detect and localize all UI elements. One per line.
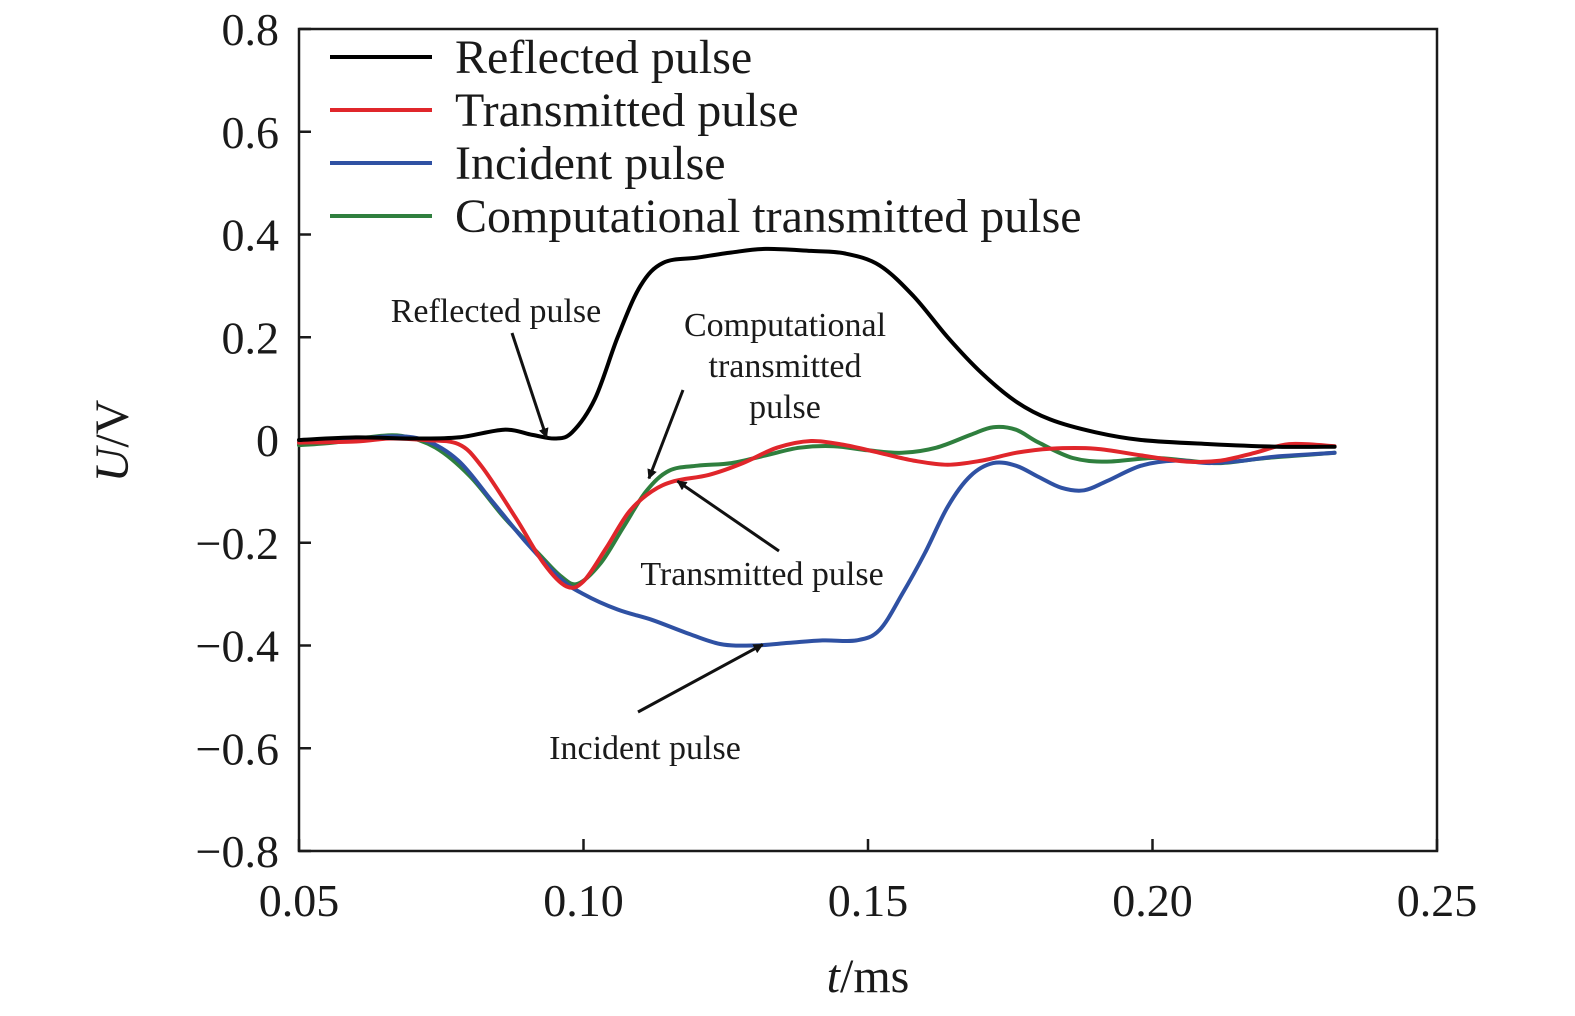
- y-tick-label-0-2: −0.2: [196, 518, 279, 569]
- annotation-arrow-incident: [637, 643, 764, 714]
- annotation-arrow-transmitted: [676, 479, 780, 553]
- annotation-computational-line3: pulse: [749, 389, 821, 426]
- y-tick-label-0-4: −0.4: [196, 621, 279, 672]
- legend-label-incident: Incident pulse: [455, 137, 726, 190]
- annotations: Reflected pulse Computational transmitte…: [391, 293, 886, 767]
- y-tick-label-0: 0: [256, 415, 279, 466]
- x-tick-label-0-05: 0.05: [259, 875, 340, 926]
- y-tick-label-0-8: −0.8: [196, 826, 279, 877]
- x-axis-label: t/ms: [827, 950, 910, 1003]
- annotation-computational-line2: transmitted: [709, 348, 862, 385]
- series-lines: [297, 246, 1337, 648]
- series-line-reflected-pulse: [297, 246, 1337, 449]
- legend-label-transmitted: Transmitted pulse: [455, 84, 799, 137]
- x-tick-label-0-25: 0.25: [1397, 875, 1478, 926]
- legend-label-computational: Computational transmitted pulse: [455, 190, 1082, 243]
- x-tick-label-0-20: 0.20: [1112, 875, 1193, 926]
- legend: Reflected pulse Transmitted pulse Incide…: [330, 31, 1082, 243]
- annotation-incident-pulse: Incident pulse: [549, 730, 741, 767]
- y-axis-label: U/V: [86, 399, 139, 482]
- y-tick-label-0-8: 0.8: [222, 4, 280, 55]
- annotation-transmitted-pulse: Transmitted pulse: [640, 556, 883, 593]
- legend-label-reflected: Reflected pulse: [455, 31, 752, 84]
- x-tick-label-0-10: 0.10: [543, 875, 624, 926]
- x-tick-label-0-15: 0.15: [828, 875, 909, 926]
- annotation-computational-line1: Computational: [684, 307, 886, 344]
- annotation-reflected-pulse: Reflected pulse: [391, 293, 602, 330]
- y-tick-label-0-2: 0.2: [222, 312, 280, 363]
- y-tick-label-0-4: 0.4: [222, 210, 280, 261]
- series-line-incident-pulse: [297, 434, 1337, 648]
- y-tick-label-0-6: −0.6: [196, 723, 279, 774]
- y-tick-label-0-6: 0.6: [222, 107, 280, 158]
- x-axis-ticks: 0.05 0.10 0.15 0.20 0.25: [259, 839, 1478, 926]
- annotation-arrow-reflected: [510, 332, 549, 439]
- y-axis-ticks: 0.8 0.6 0.4 0.2 0 −0.2 −0.4 −0.6 −0.8: [196, 4, 311, 877]
- series-line-transmitted-pulse: [297, 436, 1337, 590]
- annotation-arrow-computational: [647, 389, 685, 480]
